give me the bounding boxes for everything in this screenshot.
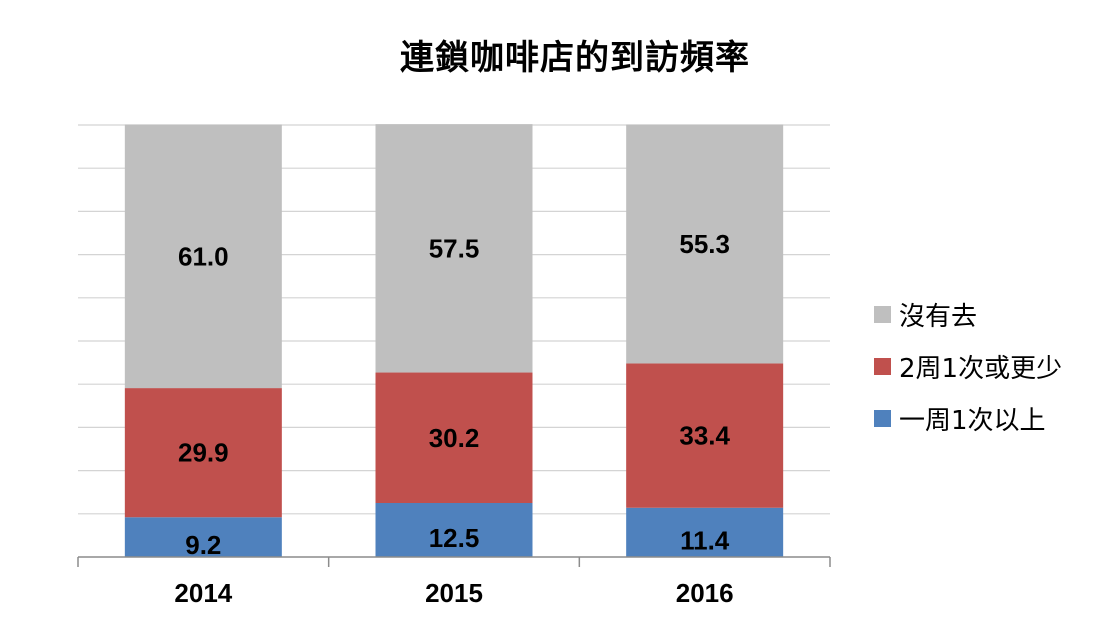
data-label: 55.3 — [679, 229, 730, 259]
data-label: 29.9 — [178, 438, 229, 468]
legend: 沒有去 2周1次或更少 一周1次以上 — [874, 288, 1062, 444]
legend-item-not-visited: 沒有去 — [874, 288, 1062, 340]
bar-segment — [124, 388, 282, 518]
data-label: 30.2 — [429, 423, 480, 453]
data-label: 57.5 — [429, 233, 480, 263]
bar-segment — [375, 372, 533, 503]
bar-segment — [626, 363, 784, 508]
data-label: 11.4 — [680, 525, 730, 555]
bar-segment — [124, 124, 282, 389]
legend-swatch-not-visited — [874, 305, 891, 323]
legend-label-not-visited: 沒有去 — [899, 301, 978, 332]
legend-item-biweekly-or-less: 2周1次或更少 — [874, 340, 1062, 392]
legend-label-weekly-plus: 一周1次以上 — [899, 405, 1046, 436]
bar-segment — [626, 124, 784, 364]
chart-title: 連鎖咖啡店的到訪頻率 — [400, 38, 750, 78]
bar-segment — [375, 124, 533, 373]
legend-swatch-weekly-plus — [874, 409, 891, 427]
legend-item-weekly-plus: 一周1次以上 — [874, 392, 1062, 444]
data-label: 61.0 — [178, 241, 229, 271]
x-tick-label: 2016 — [676, 578, 734, 608]
x-tick-label: 2014 — [174, 578, 232, 608]
bar-segment — [124, 517, 282, 557]
data-label: 33.4 — [679, 421, 730, 451]
legend-label-biweekly-or-less: 2周1次或更少 — [899, 353, 1063, 384]
bar-segment — [626, 507, 784, 557]
data-label: 12.5 — [429, 523, 480, 553]
bar-segment — [375, 503, 533, 557]
legend-swatch-biweekly-or-less — [874, 357, 891, 375]
x-tick-label: 2015 — [425, 578, 483, 608]
data-label: 9.2 — [185, 530, 221, 560]
